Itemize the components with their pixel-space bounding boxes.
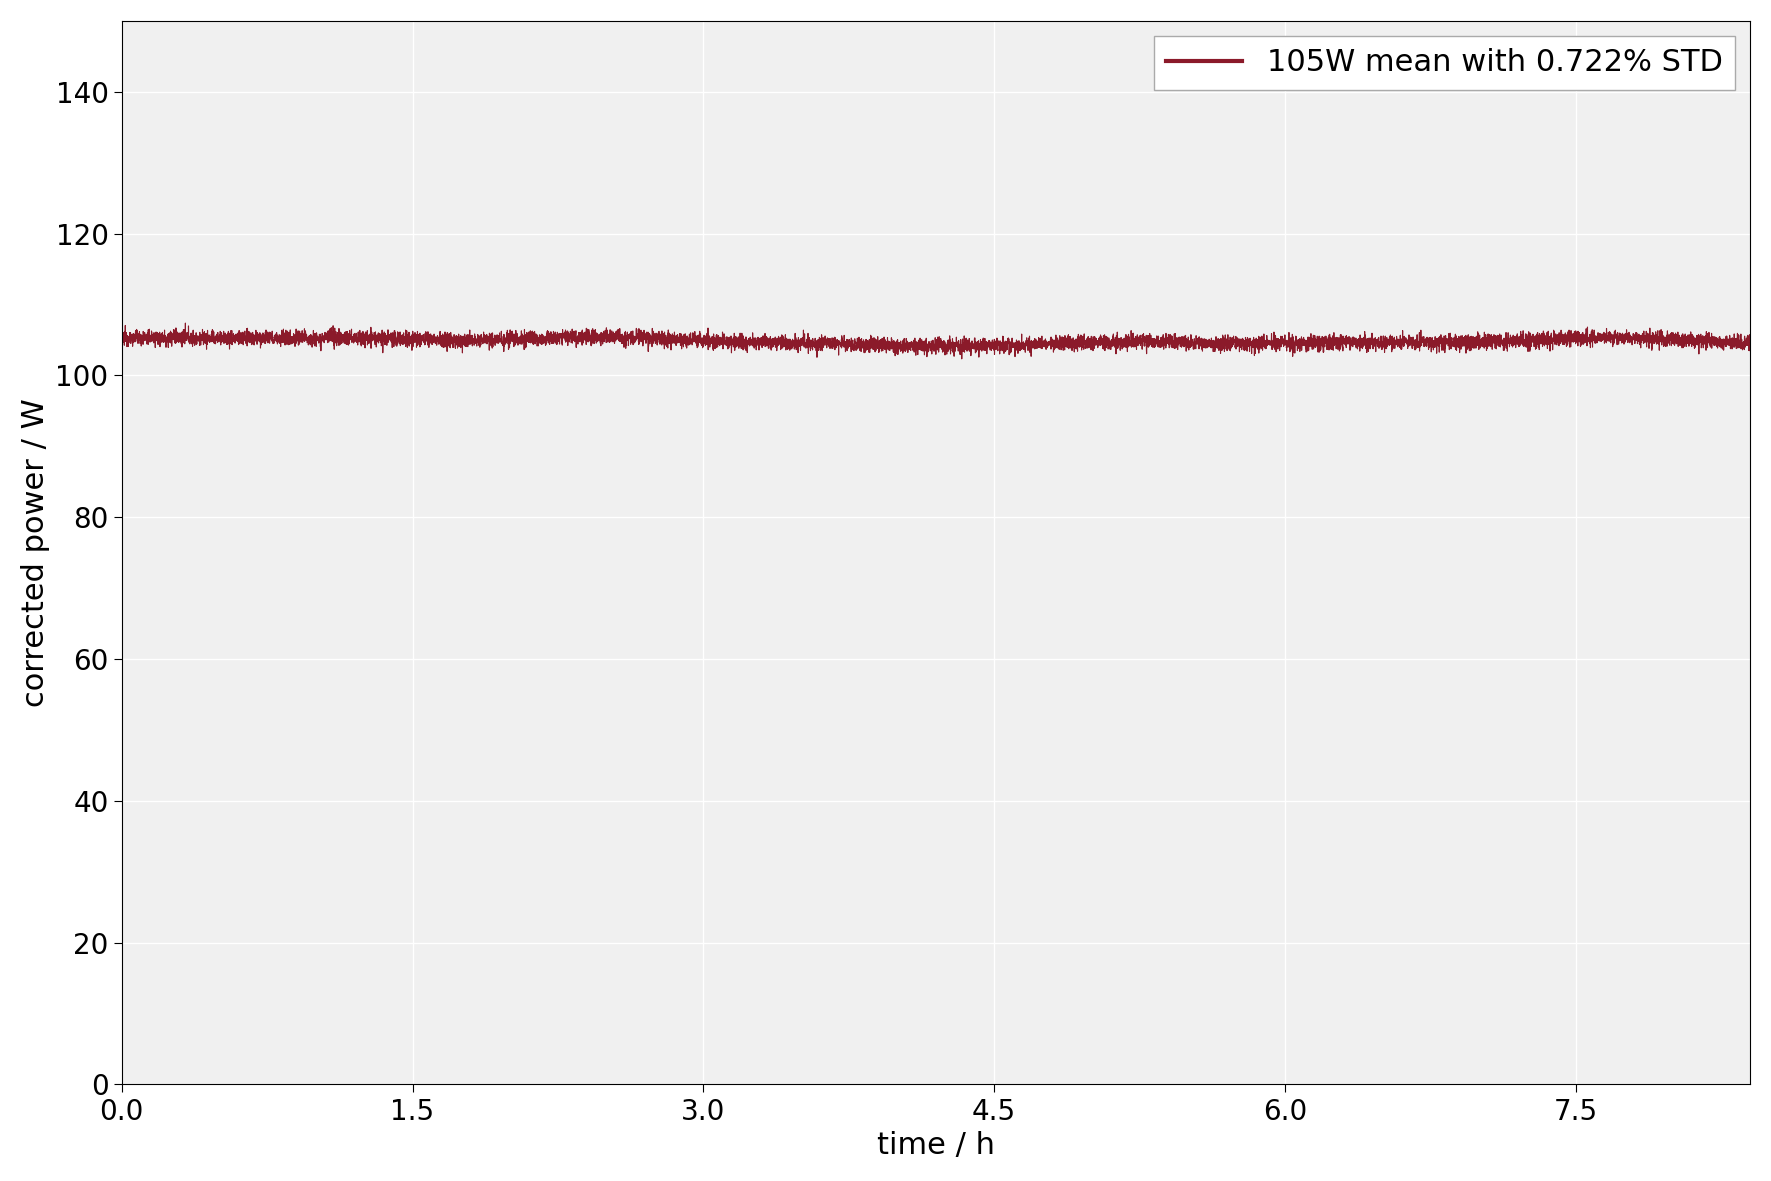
105W mean with 0.722% STD <box>119 329 140 344</box>
105W mean with 0.722% STD <box>1739 333 1760 347</box>
Y-axis label: corrected power / W: corrected power / W <box>21 398 50 707</box>
105W mean with 0.722% STD <box>175 317 197 331</box>
Line: 105W mean with 0.722% STD: 105W mean with 0.722% STD <box>122 324 1750 359</box>
105W mean with 0.722% STD <box>112 332 133 346</box>
105W mean with 0.722% STD <box>430 328 452 342</box>
Legend: 105W mean with 0.722% STD: 105W mean with 0.722% STD <box>1153 37 1736 90</box>
105W mean with 0.722% STD <box>907 335 928 350</box>
105W mean with 0.722% STD <box>179 334 200 348</box>
X-axis label: time / h: time / h <box>877 1131 995 1160</box>
105W mean with 0.722% STD <box>1654 333 1675 347</box>
105W mean with 0.722% STD <box>209 333 230 347</box>
105W mean with 0.722% STD <box>951 352 972 366</box>
